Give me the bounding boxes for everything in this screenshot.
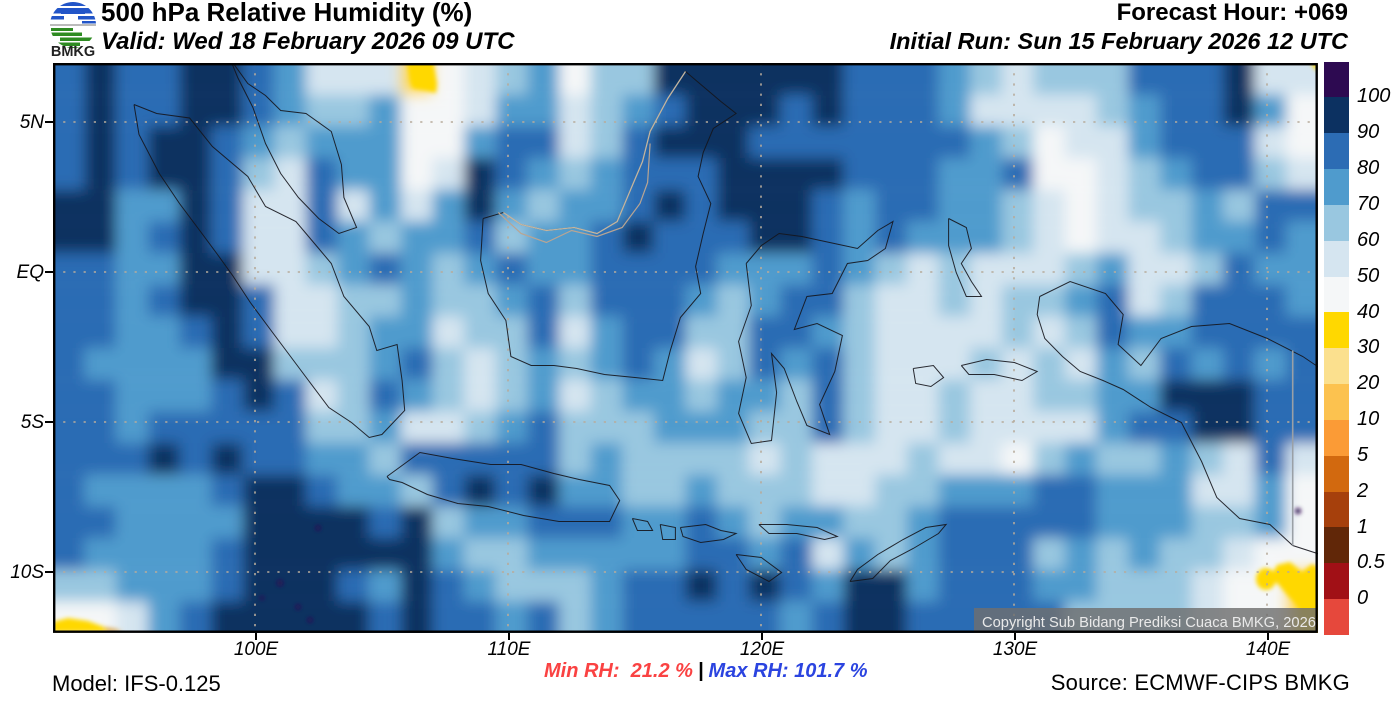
svg-text:Copyright Sub Bidang Prediksi: Copyright Sub Bidang Prediksi Cuaca BMKG… bbox=[982, 615, 1316, 631]
svg-text:BMKG: BMKG bbox=[51, 44, 95, 57]
